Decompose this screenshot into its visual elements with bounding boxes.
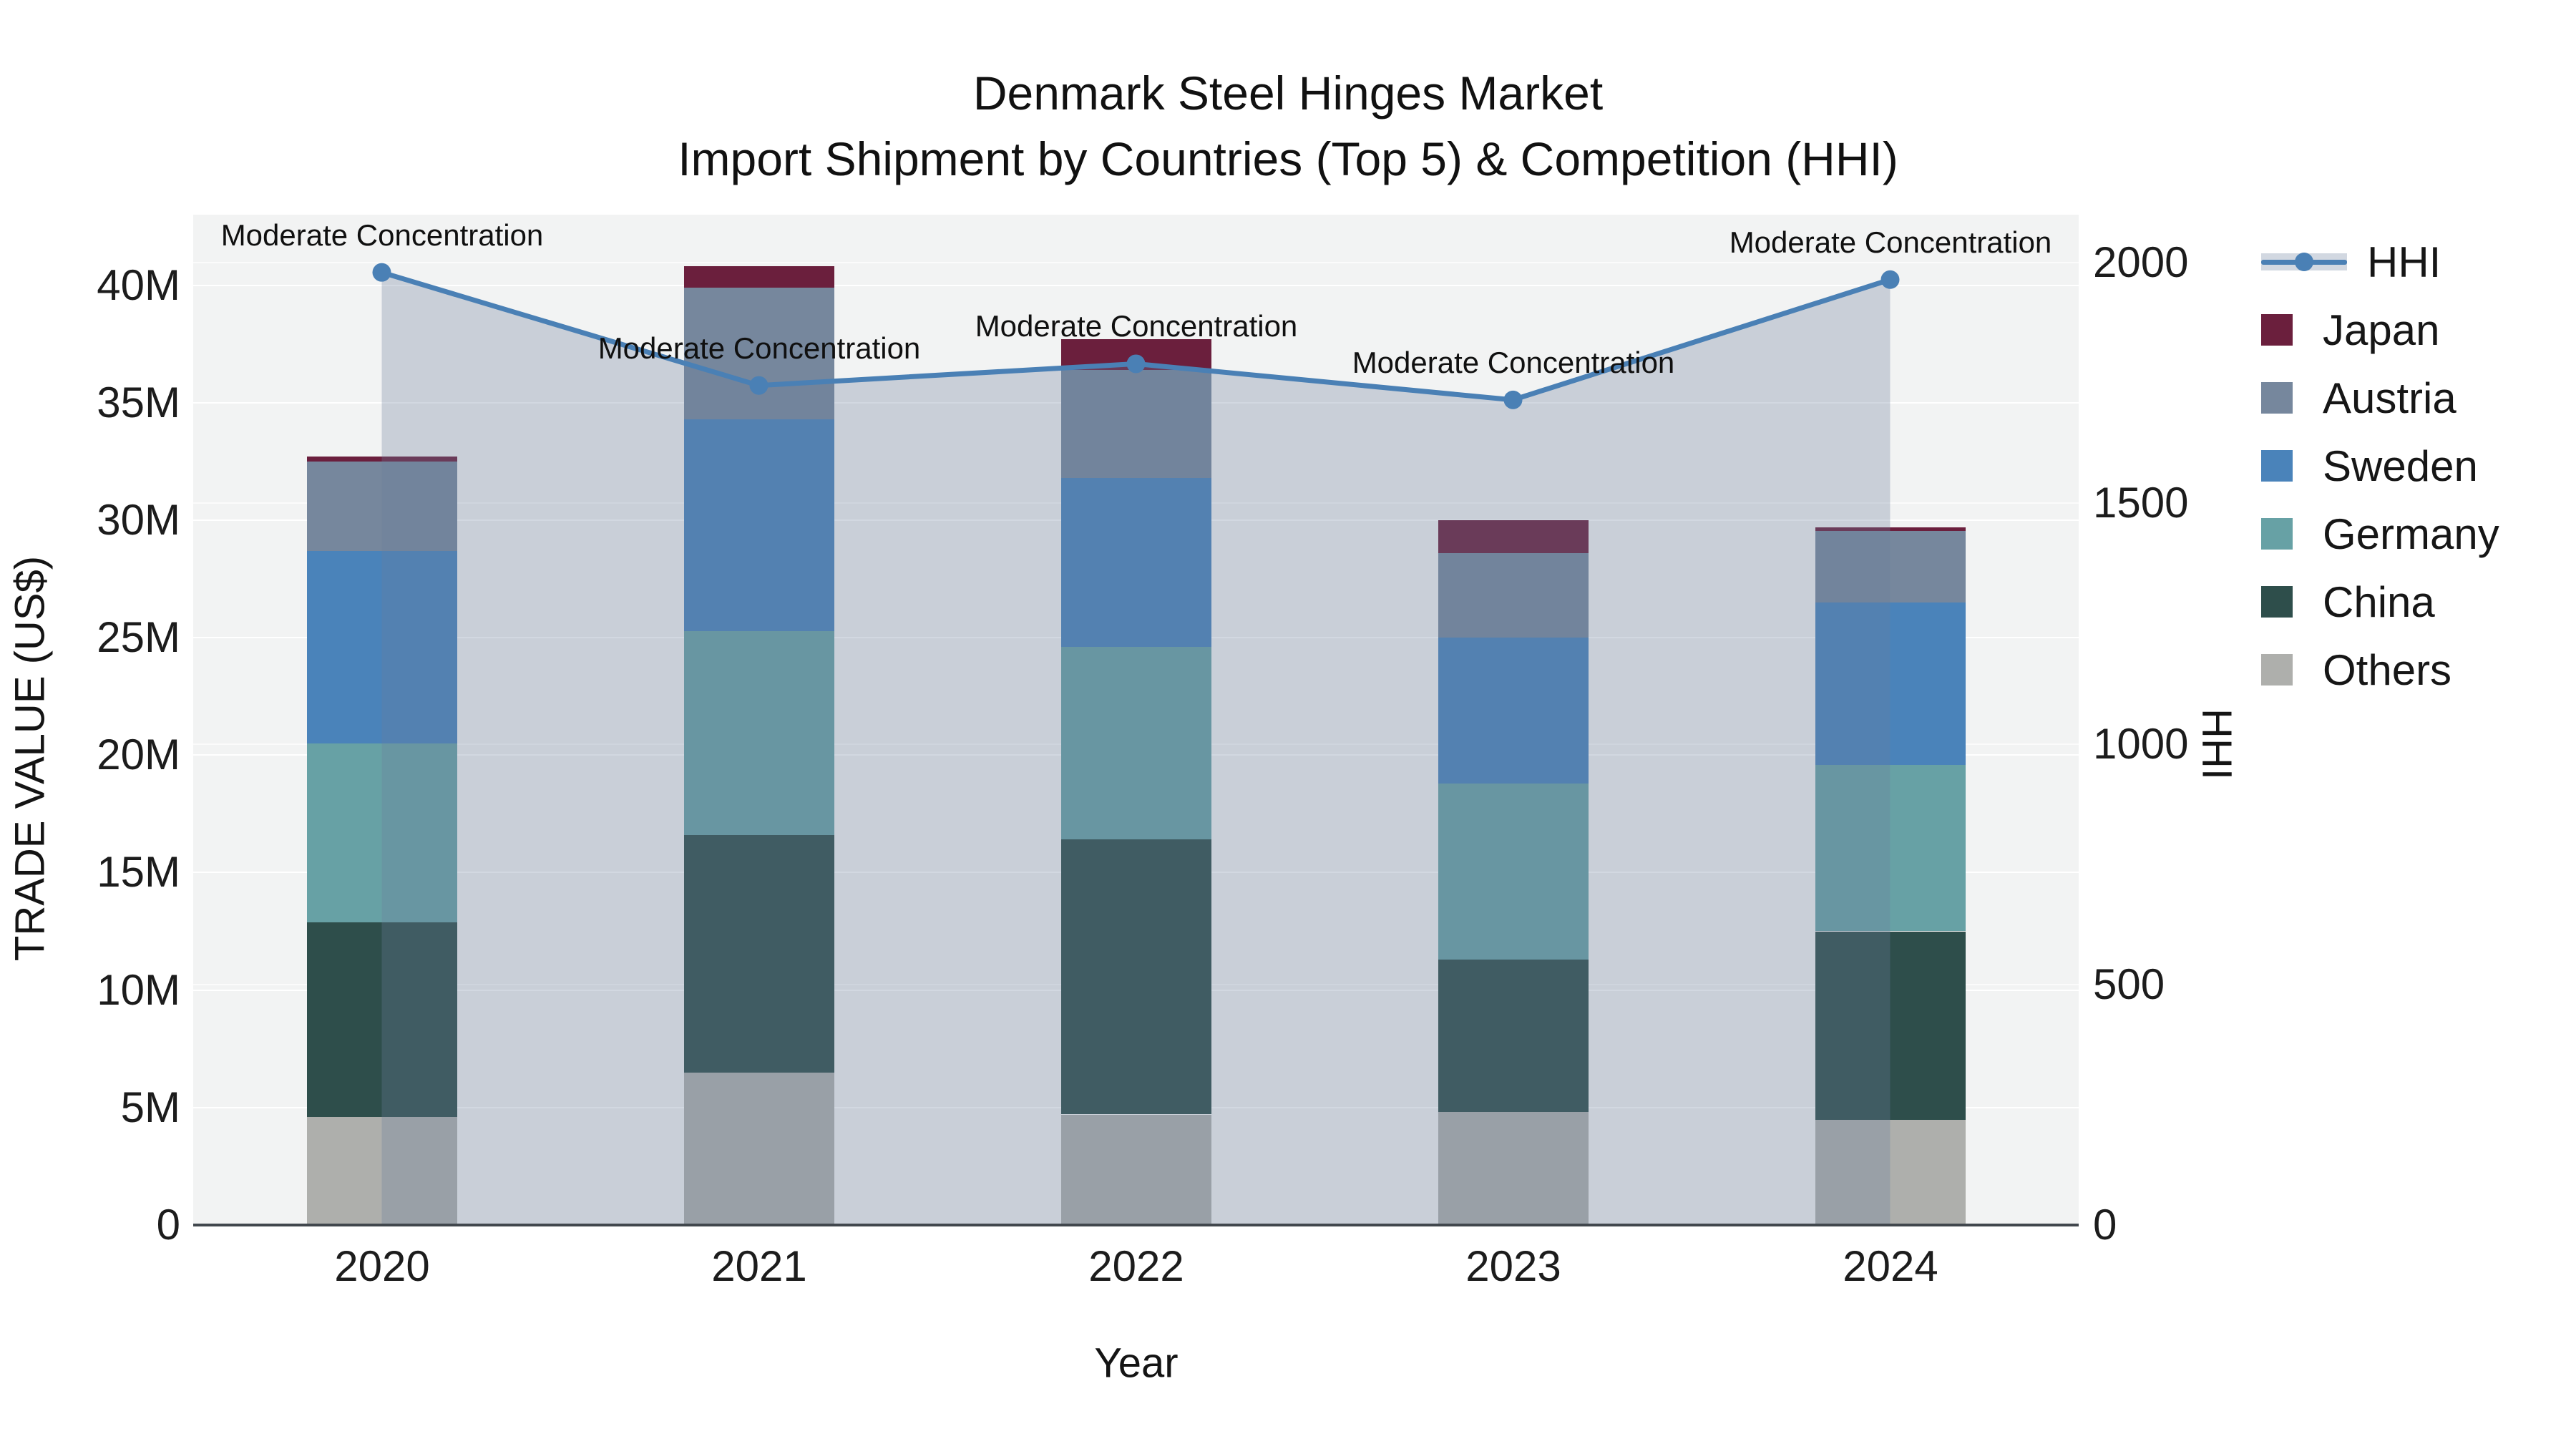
- y-tick-label: 35M: [97, 379, 180, 426]
- bar-segment-germany-2020: [307, 743, 457, 922]
- legend-label: Japan: [2323, 306, 2440, 354]
- bar-segment-austria-2022: [1061, 370, 1211, 478]
- legend-item-china[interactable]: China: [2261, 578, 2435, 626]
- hhi-marker-2021: [749, 376, 769, 395]
- bar-segment-austria-2023: [1438, 553, 1589, 638]
- bar-segment-sweden-2021: [684, 419, 834, 631]
- y2-tick-label: 500: [2093, 960, 2165, 1008]
- y2-tick-label: 1000: [2093, 720, 2189, 768]
- y2-tick-label: 1500: [2093, 479, 2189, 527]
- bar-segment-japan-2020: [307, 457, 457, 462]
- legend-swatch-germany: [2261, 518, 2293, 550]
- bar-segment-austria-2024: [1815, 531, 1966, 602]
- hhi-marker-2024: [1880, 270, 1900, 289]
- bar-segment-sweden-2024: [1815, 602, 1966, 765]
- legend-label: China: [2323, 577, 2435, 626]
- legend-label: Others: [2323, 645, 2452, 694]
- legend-label: Germany: [2323, 509, 2499, 558]
- bar-segment-china-2024: [1815, 932, 1966, 1120]
- y-tick-label: 20M: [97, 731, 180, 779]
- x-axis-title: Year: [1094, 1340, 1179, 1387]
- gridline-hhi: [193, 262, 2079, 263]
- bar-segment-germany-2022: [1061, 647, 1211, 839]
- bar-segment-others-2024: [1815, 1119, 1966, 1225]
- legend-item-japan[interactable]: Japan: [2261, 306, 2439, 354]
- legend-swatch-japan: [2261, 314, 2293, 346]
- hhi-marker-2022: [1126, 354, 1146, 374]
- hhi-line-icon: [2261, 251, 2347, 273]
- bar-segment-germany-2023: [1438, 784, 1589, 960]
- legend-swatch-others: [2261, 654, 2293, 686]
- legend-item-germany[interactable]: Germany: [2261, 510, 2499, 558]
- chart-title: Denmark Steel Hinges Market Import Shipm…: [0, 60, 2576, 192]
- x-axis-line: [193, 1224, 2079, 1226]
- y-tick-label: 15M: [97, 848, 180, 896]
- x-tick-label: 2024: [1843, 1242, 1938, 1290]
- legend-item-hhi[interactable]: HHI: [2261, 238, 2441, 286]
- bar-segment-japan-2024: [1815, 527, 1966, 531]
- y-tick-label: 10M: [97, 966, 180, 1014]
- y-tick-label: 0: [156, 1201, 180, 1249]
- y-tick-label: 5M: [120, 1083, 180, 1131]
- legend-item-austria[interactable]: Austria: [2261, 374, 2457, 422]
- bar-segment-sweden-2022: [1061, 478, 1211, 647]
- bar-segment-others-2020: [307, 1117, 457, 1225]
- bar-segment-others-2021: [684, 1073, 834, 1225]
- bar-segment-china-2023: [1438, 960, 1589, 1112]
- bar-segment-germany-2021: [684, 630, 834, 835]
- y-tick-label: 30M: [97, 496, 180, 544]
- bar-segment-austria-2021: [684, 288, 834, 419]
- bar-segment-others-2023: [1438, 1112, 1589, 1225]
- hhi-marker-2020: [372, 263, 391, 282]
- y-axis-title: TRADE VALUE (US$): [6, 555, 54, 962]
- x-tick-label: 2023: [1465, 1242, 1561, 1290]
- bar-segment-china-2021: [684, 835, 834, 1073]
- annotation-2023: Moderate Concentration: [1352, 346, 1675, 379]
- hhi-area-fill: [381, 272, 1890, 1225]
- annotation-2020: Moderate Concentration: [220, 218, 544, 252]
- bar-segment-japan-2023: [1438, 520, 1589, 553]
- y2-tick-label: 2000: [2093, 238, 2189, 286]
- gridline-trade: [193, 285, 2079, 286]
- legend-label: Austria: [2323, 374, 2457, 422]
- bar-segment-japan-2021: [684, 266, 834, 288]
- x-tick-label: 2022: [1088, 1242, 1184, 1290]
- bar-segment-sweden-2023: [1438, 638, 1589, 784]
- annotation-2022: Moderate Concentration: [975, 309, 1298, 343]
- y2-tick-label: 0: [2093, 1201, 2117, 1249]
- hhi-line-and-area: [372, 263, 1900, 1225]
- legend-label: Sweden: [2323, 441, 2478, 490]
- y-tick-label: 25M: [97, 613, 180, 661]
- bar-segment-china-2022: [1061, 839, 1211, 1114]
- bar-segment-others-2022: [1061, 1115, 1211, 1225]
- annotation-2024: Moderate Concentration: [1729, 225, 2052, 259]
- bar-segment-china-2020: [307, 922, 457, 1117]
- legend-label: HHI: [2367, 238, 2441, 286]
- bar-segment-austria-2020: [307, 462, 457, 551]
- legend-swatch-china: [2261, 586, 2293, 618]
- annotation-2021: Moderate Concentration: [597, 331, 921, 365]
- hhi-marker-2023: [1503, 390, 1523, 409]
- chart-title-line1: Denmark Steel Hinges Market: [972, 67, 1604, 119]
- legend-item-sweden[interactable]: Sweden: [2261, 442, 2478, 490]
- legend-swatch-sweden: [2261, 450, 2293, 482]
- y-tick-label: 40M: [97, 261, 180, 309]
- x-tick-label: 2020: [334, 1242, 430, 1290]
- legend-swatch-austria: [2261, 382, 2293, 414]
- chart-title-line2: Import Shipment by Countries (Top 5) & C…: [678, 132, 1898, 185]
- bar-segment-sweden-2020: [307, 551, 457, 743]
- legend-item-others[interactable]: Others: [2261, 646, 2451, 694]
- x-tick-label: 2021: [711, 1242, 807, 1290]
- bar-segment-germany-2024: [1815, 764, 1966, 931]
- y2-axis-title: HHI: [2193, 708, 2240, 780]
